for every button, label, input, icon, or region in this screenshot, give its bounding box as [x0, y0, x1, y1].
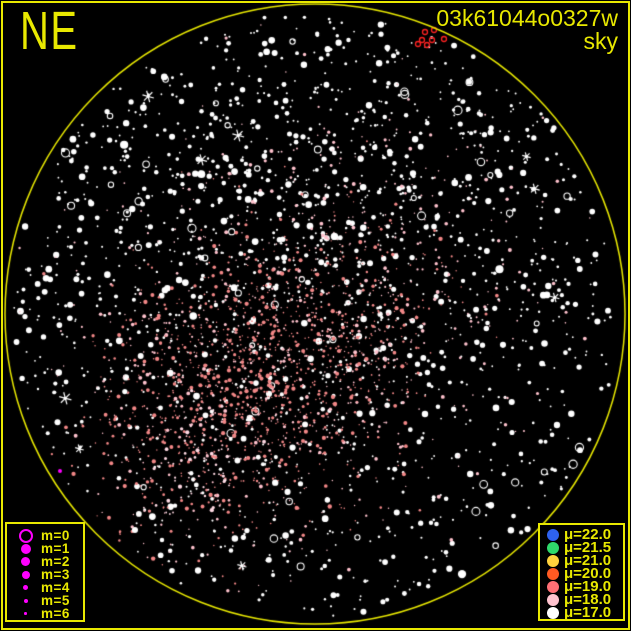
orange-dot-icon	[547, 567, 559, 580]
surface-brightness-legend: μ=22.0 μ=21.5 μ=21.0 μ=20.0 μ=19.0 μ=18.…	[538, 523, 625, 621]
pink-dot-icon	[547, 593, 559, 606]
legend-label: μ=17.0	[564, 604, 612, 621]
white-dot-icon	[547, 606, 559, 619]
legend-label: m=5	[41, 593, 70, 608]
orientation-label: NE	[20, 1, 79, 61]
legend-row: μ=18.0	[544, 591, 623, 608]
magenta-dot-icon	[23, 585, 28, 590]
blue-dot-icon	[547, 528, 559, 541]
legend-row: μ=21.0	[544, 552, 623, 569]
legend-row: μ=19.0	[544, 578, 623, 595]
magenta-dot-icon	[20, 543, 31, 554]
legend-label: μ=20.0	[564, 565, 612, 582]
legend-row: μ=17.0	[544, 604, 623, 621]
legend-label: μ=18.0	[564, 591, 612, 608]
magenta-dot-icon	[21, 570, 30, 579]
red-dot-icon	[547, 580, 559, 593]
magenta-ring-icon	[18, 528, 33, 543]
symbol-cell	[13, 528, 38, 543]
legend-label: μ=22.0	[564, 526, 612, 543]
legend-row: m=6	[13, 606, 83, 621]
legend-row: μ=21.5	[544, 539, 623, 556]
legend-row: m=2	[13, 554, 83, 569]
magenta-dot-icon	[23, 598, 28, 603]
magenta-dot-icon	[24, 612, 27, 615]
legend-row: m=4	[13, 580, 83, 595]
legend-row: m=1	[13, 541, 83, 556]
yellow-dot-icon	[547, 554, 559, 567]
plot-subtitle: sky	[583, 28, 619, 54]
legend-label: μ=19.0	[564, 578, 612, 595]
plot-header: 03k61044o0327w sky	[436, 7, 618, 53]
legend-label: m=0	[41, 528, 70, 543]
symbol-cell	[13, 598, 38, 603]
symbol-cell	[13, 612, 38, 615]
legend-row: μ=20.0	[544, 565, 623, 582]
legend-label: m=6	[41, 606, 70, 621]
symbol-cell	[13, 570, 38, 579]
symbol-cell	[13, 543, 38, 554]
legend-label: μ=21.0	[564, 552, 612, 569]
legend-label: μ=21.5	[564, 539, 612, 556]
legend-label: m=4	[41, 580, 70, 595]
legend-row: m=0	[13, 528, 83, 543]
legend-label: m=2	[41, 554, 70, 569]
plot-title: 03k61044o0327w	[436, 5, 618, 31]
legend-row: m=3	[13, 567, 83, 582]
green-dot-icon	[547, 541, 559, 554]
symbol-cell	[13, 585, 38, 590]
legend-row: m=5	[13, 593, 83, 608]
legend-label: m=3	[41, 567, 70, 582]
legend-row: μ=22.0	[544, 526, 623, 543]
magenta-dot-icon	[21, 557, 30, 566]
magnitude-legend: m=0 m=1 m=2 m=3 m=4 m=5 m=6	[5, 522, 85, 622]
legend-label: m=1	[41, 541, 70, 556]
symbol-cell	[13, 557, 38, 566]
